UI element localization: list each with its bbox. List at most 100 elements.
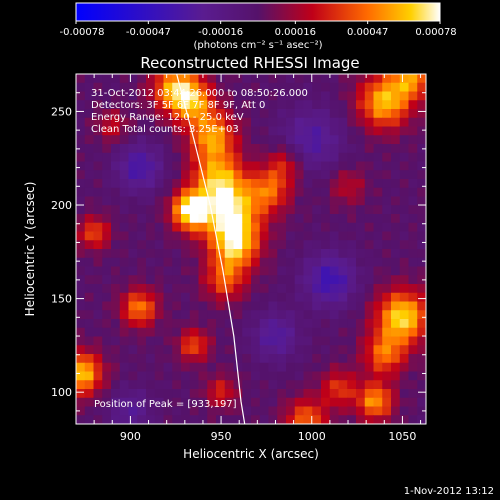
heatmap-cell bbox=[251, 82, 261, 92]
heatmap-cell bbox=[277, 415, 287, 424]
heatmap-cell bbox=[312, 301, 322, 311]
heatmap-cell bbox=[399, 196, 409, 206]
heatmap-cell bbox=[286, 170, 296, 180]
heatmap-cell bbox=[417, 117, 426, 127]
heatmap-cell bbox=[312, 336, 322, 346]
heatmap-cell bbox=[382, 117, 392, 127]
heatmap-cell bbox=[181, 336, 191, 346]
heatmap-cell bbox=[382, 249, 392, 259]
heatmap-cell bbox=[111, 319, 121, 329]
heatmap-cell bbox=[338, 371, 348, 381]
heatmap-cell bbox=[111, 406, 121, 416]
heatmap-cell bbox=[233, 319, 243, 329]
heatmap-cell bbox=[373, 345, 383, 355]
heatmap-cell bbox=[329, 345, 339, 355]
heatmap-cell bbox=[329, 91, 339, 101]
heatmap-cell bbox=[251, 319, 261, 329]
heatmap-cell bbox=[172, 380, 182, 390]
heatmap-cell bbox=[137, 371, 147, 381]
heatmap-cell bbox=[111, 257, 121, 267]
heatmap-cell bbox=[128, 222, 138, 232]
heatmap-cell bbox=[408, 100, 418, 110]
heatmap-cell bbox=[338, 144, 348, 154]
heatmap-cell bbox=[172, 257, 182, 267]
heatmap-cell bbox=[399, 354, 409, 364]
heatmap-cell bbox=[233, 249, 243, 259]
heatmap-cell bbox=[417, 196, 426, 206]
heatmap-cell bbox=[189, 380, 199, 390]
heatmap-cell bbox=[119, 310, 129, 320]
heatmap-cell bbox=[233, 240, 243, 250]
heatmap-cell bbox=[251, 292, 261, 302]
heatmap-cell bbox=[329, 336, 339, 346]
heatmap-cell bbox=[163, 144, 173, 154]
heatmap-cell bbox=[251, 214, 261, 224]
heatmap-cell bbox=[417, 222, 426, 232]
heatmap-cell bbox=[347, 117, 357, 127]
heatmap-cell bbox=[364, 187, 374, 197]
x-axis-label: Heliocentric X (arcsec) bbox=[183, 447, 319, 461]
heatmap-cell bbox=[321, 362, 331, 372]
heatmap-cell bbox=[102, 82, 112, 92]
heatmap-cell bbox=[93, 257, 103, 267]
heatmap-cell bbox=[373, 170, 383, 180]
heatmap-cell bbox=[163, 319, 173, 329]
heatmap-cell bbox=[356, 389, 366, 399]
heatmap-cell bbox=[329, 389, 339, 399]
heatmap-cell bbox=[268, 310, 278, 320]
heatmap-cell bbox=[84, 266, 94, 276]
heatmap-cell bbox=[399, 319, 409, 329]
heatmap-cell bbox=[294, 310, 304, 320]
heatmap-cell bbox=[268, 152, 278, 162]
heatmap-cell bbox=[172, 310, 182, 320]
heatmap-cell bbox=[364, 415, 374, 424]
heatmap-cell bbox=[189, 371, 199, 381]
heatmap-cell bbox=[93, 362, 103, 372]
heatmap-cell bbox=[312, 266, 322, 276]
heatmap-cell bbox=[286, 74, 296, 84]
heatmap-cell bbox=[338, 187, 348, 197]
heatmap-cell bbox=[154, 100, 164, 110]
heatmap-cell bbox=[268, 240, 278, 250]
heatmap-cell bbox=[259, 222, 269, 232]
heatmap-cell bbox=[84, 406, 94, 416]
heatmap-cell bbox=[329, 415, 339, 424]
heatmap-cell bbox=[399, 214, 409, 224]
heatmap-cell bbox=[137, 187, 147, 197]
heatmap-cell bbox=[111, 310, 121, 320]
heatmap-cell bbox=[163, 205, 173, 215]
heatmap-cell bbox=[119, 336, 129, 346]
heatmap-cell bbox=[224, 100, 234, 110]
heatmap-cell bbox=[408, 362, 418, 372]
heatmap-cell bbox=[224, 187, 234, 197]
heatmap-cell bbox=[76, 336, 86, 346]
heatmap-cell bbox=[338, 74, 348, 84]
heatmap-cell bbox=[321, 196, 331, 206]
heatmap-cell bbox=[338, 214, 348, 224]
heatmap-cell bbox=[408, 117, 418, 127]
heatmap-cell bbox=[163, 135, 173, 145]
heatmap-cell bbox=[277, 170, 287, 180]
heatmap-cell bbox=[207, 345, 217, 355]
heatmap-cell bbox=[207, 336, 217, 346]
heatmap-cell bbox=[172, 275, 182, 285]
heatmap-cell bbox=[251, 354, 261, 364]
heatmap-cell bbox=[259, 214, 269, 224]
heatmap-cell bbox=[356, 336, 366, 346]
heatmap-cell bbox=[198, 144, 208, 154]
heatmap-cell bbox=[268, 135, 278, 145]
footer-date: 1-Nov-2012 13:12 bbox=[404, 486, 494, 497]
heatmap-cell bbox=[338, 135, 348, 145]
heatmap-cell bbox=[329, 179, 339, 189]
heatmap-cell bbox=[399, 406, 409, 416]
heatmap-cell bbox=[154, 327, 164, 337]
heatmap-cell bbox=[93, 170, 103, 180]
heatmap-cell bbox=[172, 266, 182, 276]
heatmap-cell bbox=[408, 170, 418, 180]
heatmap-cell bbox=[163, 284, 173, 294]
heatmap-cell bbox=[382, 275, 392, 285]
heatmap-cell bbox=[277, 240, 287, 250]
heatmap-cell bbox=[312, 196, 322, 206]
heatmap-cell bbox=[251, 126, 261, 136]
